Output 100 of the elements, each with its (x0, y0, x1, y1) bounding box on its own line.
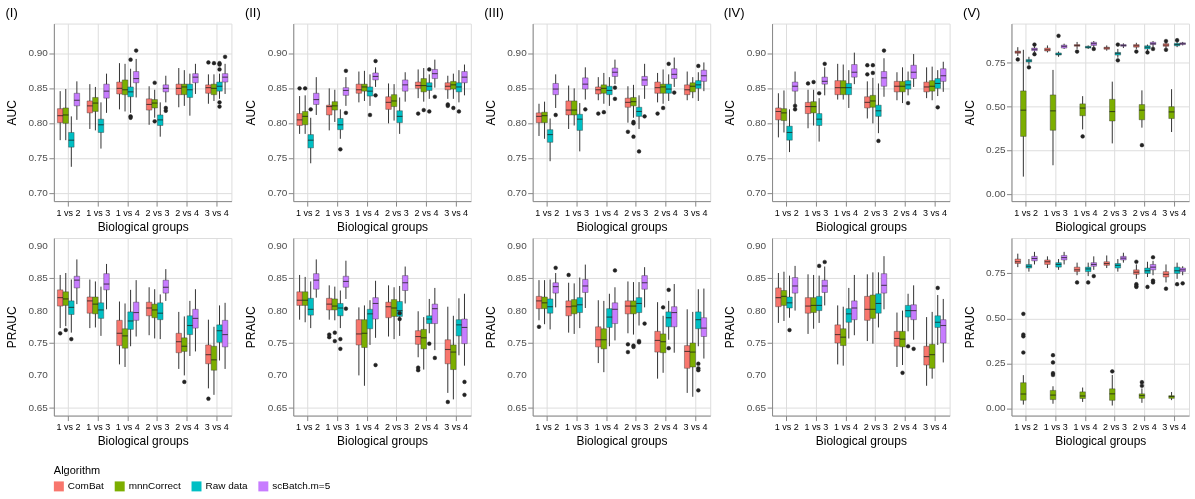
x-tick-label: 1 vs 4 (1073, 207, 1098, 218)
y-tick-label: 0.90 (267, 47, 288, 59)
y-tick-label: 0.65 (267, 401, 288, 413)
x-tick-label: 2 vs 4 (414, 207, 439, 218)
x-tick-label: 1 vs 3 (804, 422, 829, 433)
y-tick-label: 0.90 (267, 239, 288, 251)
legend-label: ComBat (67, 480, 105, 492)
x-tick-label: 2 vs 3 (145, 207, 170, 218)
y-axis-title: AUC (4, 99, 19, 126)
x-tick-label: 1 vs 2 (774, 422, 799, 433)
y-tick-label: 0.70 (746, 187, 767, 199)
x-tick-label: 2 vs 3 (863, 422, 888, 433)
x-tick-label: 1 vs 4 (834, 207, 858, 218)
y-tick-label: 0.75 (746, 152, 767, 164)
y-tick-label: 0.75 (986, 56, 1006, 68)
y-tick-label: 0.65 (507, 401, 528, 413)
y-tick-label: 0.65 (28, 401, 49, 413)
x-tick-label: 2 vs 3 (624, 422, 649, 433)
x-tick-label: 1 vs 2 (1014, 207, 1039, 218)
x-tick-label: 2 vs 3 (1103, 207, 1128, 218)
chart-title: (I) (5, 4, 18, 20)
y-axis-title: PRAUC (483, 306, 498, 349)
y-axis-title: PRAUC (4, 306, 19, 349)
x-tick-label: 1 vs 4 (594, 422, 619, 433)
x-tick-label: 2 vs 3 (624, 207, 649, 218)
x-tick-label: 1 vs 2 (1014, 422, 1039, 433)
x-tick-label: 1 vs 3 (804, 207, 829, 218)
x-tick-label: 2 vs 3 (1103, 422, 1128, 433)
x-axis-title: Biological groups (1055, 219, 1147, 234)
y-axis-title: PRAUC (723, 306, 738, 349)
x-tick-label: 2 vs 3 (145, 422, 170, 433)
x-tick-label: 2 vs 4 (175, 422, 200, 433)
x-tick-label: 1 vs 3 (565, 207, 589, 218)
x-axis-title: Biological groups (815, 434, 907, 449)
x-tick-label: 2 vs 3 (384, 422, 409, 433)
y-tick-label: 0.50 (986, 100, 1006, 112)
x-tick-label: 1 vs 2 (774, 207, 799, 218)
x-tick-label: 1 vs 3 (325, 422, 350, 433)
x-tick-label: 1 vs 4 (1073, 422, 1098, 433)
y-tick-label: 0.85 (746, 82, 767, 94)
y-tick-label: 0.80 (746, 304, 767, 316)
y-tick-label: 0.75 (28, 152, 49, 164)
x-tick-label: 3 vs 4 (922, 422, 947, 433)
x-tick-label: 3 vs 4 (1162, 422, 1187, 433)
y-tick-label: 0.70 (267, 187, 288, 199)
y-tick-label: 0.85 (746, 272, 767, 284)
y-tick-label: 0.80 (28, 304, 49, 316)
x-axis-title: Biological groups (337, 434, 429, 449)
x-tick-label: 1 vs 3 (86, 422, 111, 433)
legend-label: mnnCorrect (128, 480, 181, 492)
x-tick-label: 1 vs 3 (1043, 207, 1068, 218)
y-tick-label: 0.80 (267, 117, 288, 129)
y-tick-label: 0.75 (267, 152, 288, 164)
x-tick-label: 1 vs 3 (565, 422, 589, 433)
y-tick-label: 0.85 (267, 82, 288, 94)
x-tick-label: 1 vs 2 (535, 207, 560, 218)
y-axis-title: AUC (483, 99, 498, 126)
y-tick-label: 0.80 (507, 304, 528, 316)
x-tick-label: 1 vs 4 (355, 422, 380, 433)
y-tick-label: 0.90 (746, 239, 767, 251)
y-tick-label: 0.70 (746, 369, 767, 381)
x-axis-title: Biological groups (576, 219, 668, 234)
legend-label: scBatch.m=5 (272, 480, 331, 492)
x-tick-label: 3 vs 4 (444, 207, 469, 218)
y-tick-label: 0.85 (28, 82, 49, 94)
x-tick-label: 2 vs 4 (653, 207, 678, 218)
y-tick-label: 0.90 (507, 47, 528, 59)
y-axis-title: AUC (723, 99, 738, 126)
x-tick-label: 2 vs 4 (893, 422, 918, 433)
y-tick-label: 0.85 (507, 82, 528, 94)
x-tick-label: 2 vs 3 (384, 207, 409, 218)
x-axis-title: Biological groups (576, 434, 668, 449)
y-axis-title: AUC (962, 99, 977, 126)
x-axis-title: Biological groups (97, 434, 189, 449)
x-axis-title: Biological groups (1055, 434, 1147, 449)
y-tick-label: 0.80 (746, 117, 767, 129)
y-tick-label: 0.80 (28, 117, 49, 129)
y-tick-label: 0.00 (986, 188, 1006, 200)
y-tick-label: 0.00 (986, 402, 1006, 414)
y-tick-label: 0.75 (267, 337, 288, 348)
x-tick-label: 2 vs 3 (863, 207, 888, 218)
y-tick-label: 0.75 (986, 267, 1006, 279)
legend-title: Algorithm (53, 464, 101, 477)
x-tick-label: 3 vs 4 (204, 207, 229, 218)
chart-title: (IV) (723, 4, 745, 20)
x-tick-label: 2 vs 4 (175, 207, 200, 218)
x-tick-label: 1 vs 2 (535, 422, 560, 433)
y-tick-label: 0.25 (986, 357, 1006, 369)
y-tick-label: 0.90 (746, 47, 767, 59)
x-tick-label: 1 vs 3 (86, 207, 111, 218)
y-tick-label: 0.85 (28, 272, 49, 284)
y-tick-label: 0.25 (986, 144, 1006, 156)
chart-title: (V) (963, 4, 981, 20)
chart-title: (II) (244, 4, 261, 20)
y-tick-label: 0.80 (267, 304, 288, 316)
y-tick-label: 0.70 (267, 369, 288, 381)
x-tick-label: 2 vs 4 (1132, 207, 1157, 218)
y-axis-title: PRAUC (962, 306, 977, 349)
y-tick-label: 0.85 (267, 272, 288, 284)
x-tick-label: 3 vs 4 (683, 207, 708, 218)
